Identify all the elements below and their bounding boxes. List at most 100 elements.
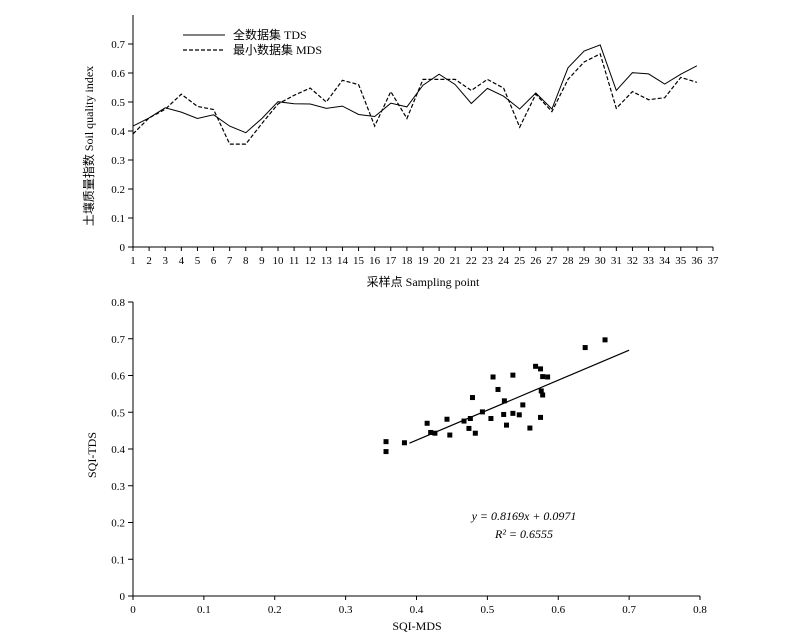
line-chart-y-tick-label: 0.5: [111, 97, 125, 109]
line-chart-x-tick-label: 6: [211, 255, 217, 267]
scatter-point: [501, 411, 507, 417]
line-chart-x-tick-label: 13: [321, 255, 333, 267]
scatter-chart-x-tick-label: 0.5: [481, 604, 495, 616]
scatter-chart-ticks: 0 0.1 0.2 0.3 0.4 0.5 0.6 0.7 0.8 0 0.1 0.2 0.3 0.4 0.…: [111, 297, 707, 616]
line-chart-x-tick-label: 5: [195, 255, 201, 267]
scatter-point: [461, 418, 467, 424]
scatter-point: [540, 374, 546, 380]
line-chart-x-tick-label: 37: [708, 255, 720, 267]
line-chart-x-tick-label: 11: [289, 255, 300, 267]
line-chart-x-tick-label: 26: [530, 255, 542, 267]
scatter-point: [540, 392, 546, 398]
line-chart-x-tick-label: 14: [337, 255, 349, 267]
line-chart-x-tick-label: 27: [546, 255, 558, 267]
line-chart-y-tick-label: 0.7: [111, 39, 125, 51]
scatter-chart-y-tick-label: 0.8: [111, 297, 125, 309]
line-chart-x-tick-label: 15: [353, 255, 365, 267]
scatter-chart-y-axis-title: SQI-TDS: [85, 432, 99, 478]
scatter-point: [501, 398, 507, 404]
scatter-point: [516, 412, 522, 418]
scatter-point: [447, 432, 453, 438]
scatter-point: [469, 395, 475, 401]
line-chart: 00.10.20.30.40.50.60.71 2 3 4 5 6 7 8 9 10 11 12 13 1…: [81, 15, 719, 289]
line-chart-series: [132, 44, 698, 145]
line-chart-y-tick-label: 0: [120, 242, 126, 254]
regression-line: [409, 349, 630, 444]
line-chart-x-tick-label: 19: [418, 255, 430, 267]
line-chart-x-tick-label: 22: [466, 255, 477, 267]
line-chart-y-axis-title: 土壤质量指数 Soil quality index: [81, 66, 96, 226]
scatter-point: [488, 415, 494, 421]
line-chart-x-tick-label: 28: [563, 255, 575, 267]
scatter-point: [510, 410, 516, 416]
line-chart-x-tick-label: 17: [385, 255, 397, 267]
scatter-chart-y-tick-label: 0: [120, 591, 126, 603]
regression-equation: y = 0.8169x + 0.0971: [471, 509, 577, 523]
scatter-point: [527, 425, 533, 431]
scatter-chart-regression: [409, 349, 630, 444]
line-chart-x-tick-label: 7: [227, 255, 233, 267]
line-chart-y-tick-label: 0.6: [111, 68, 125, 80]
line-chart-y-tick-label: 0.3: [111, 155, 125, 167]
scatter-chart-y-tick-label: 0.7: [111, 334, 125, 346]
line-chart-x-tick-label: 32: [627, 255, 638, 267]
line-chart-ticks: 00.10.20.30.40.50.60.71 2 3 4 5 6 7 8 9 10 11 12 13 1…: [111, 39, 719, 267]
scatter-point: [520, 402, 526, 408]
scatter-point: [432, 430, 438, 436]
scatter-point: [538, 366, 544, 372]
scatter-point: [490, 374, 496, 380]
line-chart-x-tick-label: 8: [243, 255, 249, 267]
line-chart-x-tick-label: 10: [273, 255, 285, 267]
line-chart-y-tick-label: 0.4: [111, 126, 125, 138]
line-chart-x-tick-label: 12: [305, 255, 316, 267]
legend-label-mds: 最小数据集 MDS: [233, 42, 322, 57]
line-chart-x-tick-label: 34: [659, 255, 671, 267]
scatter-point: [428, 429, 434, 435]
scatter-chart-points: [383, 337, 608, 455]
scatter-point: [533, 363, 539, 369]
scatter-point: [466, 425, 472, 431]
scatter-chart-y-tick-label: 0.2: [111, 518, 125, 530]
scatter-chart-y-tick-label: 0.4: [111, 444, 125, 456]
scatter-chart-x-tick-label: 0.8: [693, 604, 707, 616]
scatter-point: [602, 337, 608, 343]
line-chart-x-tick-label: 20: [434, 255, 446, 267]
line-chart-y-tick-label: 0.2: [111, 184, 125, 196]
scatter-point: [424, 420, 430, 426]
scatter-point: [510, 372, 516, 378]
line-chart-x-tick-label: 35: [675, 255, 687, 267]
line-chart-x-tick-label: 36: [691, 255, 703, 267]
scatter-chart-y-tick-label: 0.1: [111, 554, 125, 566]
line-chart-x-tick-label: 16: [369, 255, 381, 267]
line-chart-x-tick-label: 25: [514, 255, 526, 267]
scatter-point: [383, 449, 389, 455]
line-chart-x-tick-label: 18: [401, 255, 413, 267]
scatter-point: [538, 414, 544, 420]
line-chart-x-tick-label: 30: [595, 255, 607, 267]
scatter-chart-x-tick-label: 0.4: [410, 604, 424, 616]
line-chart-x-tick-label: 4: [179, 255, 185, 267]
scatter-chart-x-tick-label: 0.6: [551, 604, 565, 616]
line-chart-x-tick-label: 29: [579, 255, 591, 267]
line-chart-x-tick-label: 9: [259, 255, 265, 267]
scatter-point: [538, 388, 544, 394]
line-chart-x-tick-label: 21: [450, 255, 461, 267]
scatter-chart-x-tick-label: 0.2: [268, 604, 282, 616]
scatter-point: [545, 374, 551, 380]
scatter-point: [401, 440, 407, 446]
scatter-chart: 0 0.1 0.2 0.3 0.4 0.5 0.6 0.7 0.8 0 0.1 0.2 0.3 0.4 0.…: [85, 297, 707, 633]
line-chart-x-tick-label: 3: [162, 255, 168, 267]
scatter-chart-y-tick-label: 0.6: [111, 371, 125, 383]
line-chart-x-tick-label: 23: [482, 255, 494, 267]
scatter-point: [582, 345, 588, 351]
scatter-chart-x-tick-label: 0.3: [339, 604, 353, 616]
scatter-point: [383, 439, 389, 445]
legend-label-tds: 全数据集 TDS: [233, 27, 307, 42]
scatter-chart-axes: [132, 302, 700, 597]
line-chart-x-axis-title: 采样点 Sampling point: [367, 274, 480, 289]
scatter-point: [472, 430, 478, 436]
line-chart-x-tick-label: 1: [130, 255, 136, 267]
scatter-chart-x-tick-label: 0: [130, 604, 136, 616]
scatter-chart-x-axis-title: SQI-MDS: [392, 619, 441, 633]
